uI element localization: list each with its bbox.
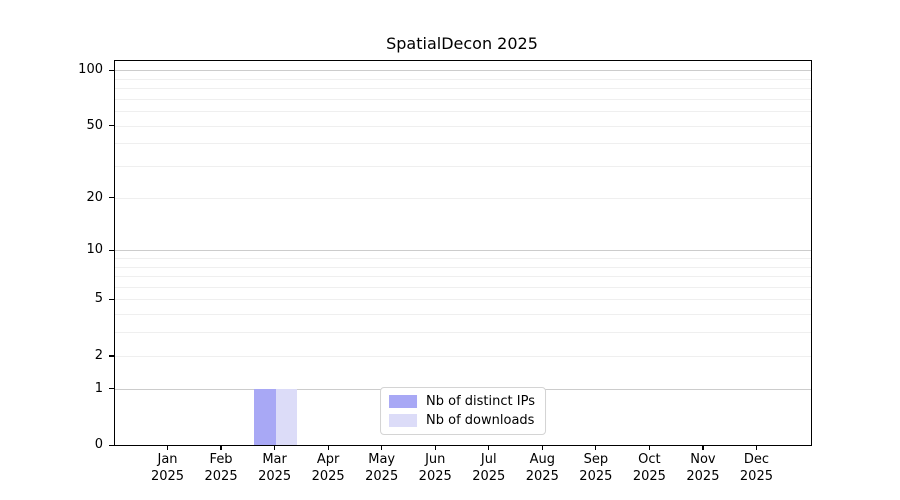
gridline-minor-3 xyxy=(115,332,811,334)
gridline-minor-80 xyxy=(115,88,811,90)
gridline-minor-90 xyxy=(115,78,811,80)
x-tick-label: Nov 2025 xyxy=(671,451,735,485)
x-tick-year: 2025 xyxy=(739,469,773,484)
gridline-minor-5 xyxy=(115,299,811,301)
x-tick-label: Jul 2025 xyxy=(457,451,521,485)
bar-nb-of-downloads-mar-2025 xyxy=(275,388,298,445)
gridline-minor-40 xyxy=(115,143,811,145)
x-tick-year: 2025 xyxy=(632,469,666,484)
x-tick-mark-nov xyxy=(702,445,704,450)
y-tick-mark-100 xyxy=(109,69,114,71)
y-tick-mark-5 xyxy=(109,299,114,301)
x-tick-year: 2025 xyxy=(579,469,613,484)
plot-area: Nb of distinct IPs Nb of downloads xyxy=(114,60,812,446)
x-tick-label: Mar 2025 xyxy=(243,451,307,485)
x-tick-year: 2025 xyxy=(150,469,185,484)
y-tick-mark-10 xyxy=(109,249,114,251)
gridline-major-100 xyxy=(115,70,811,72)
y-tick-label: 5 xyxy=(94,291,103,307)
x-tick-mark-sep xyxy=(595,445,597,450)
gridline-minor-70 xyxy=(115,98,811,100)
x-tick-mark-mar xyxy=(274,445,276,450)
x-tick-month: Nov xyxy=(690,452,716,467)
legend-label: Nb of distinct IPs xyxy=(426,394,535,409)
x-tick-label: Jun 2025 xyxy=(403,451,467,485)
gridline-minor-4 xyxy=(115,314,811,316)
gridline-minor-9 xyxy=(115,257,811,259)
y-axis: 0 1 2 5 10 20 50 100 xyxy=(0,60,114,452)
x-tick-label: Feb 2025 xyxy=(189,451,253,485)
bar-nb-of-distinct-ips-mar-2025 xyxy=(254,388,276,445)
chart-title: SpatialDecon 2025 xyxy=(386,34,538,53)
y-tick-mark-2 xyxy=(109,355,114,357)
y-tick-mark-50 xyxy=(109,125,114,127)
legend-item-nb-of-downloads: Nb of downloads xyxy=(389,413,535,428)
x-tick-year: 2025 xyxy=(258,469,292,484)
y-tick-label: 20 xyxy=(86,189,103,205)
x-tick-mark-jul xyxy=(488,445,490,450)
y-tick-mark-1 xyxy=(109,388,114,390)
y-tick-label: 50 xyxy=(86,117,103,133)
legend-label: Nb of downloads xyxy=(426,413,535,428)
gridline-minor-50 xyxy=(115,125,811,127)
x-tick-label: Apr 2025 xyxy=(296,451,360,485)
x-tick-mark-jan xyxy=(166,445,169,450)
y-tick-label: 1 xyxy=(94,380,103,396)
x-tick-mark-feb xyxy=(220,445,222,450)
x-tick-label: Jan 2025 xyxy=(136,451,200,485)
gridline-minor-20 xyxy=(115,197,811,199)
x-tick-year: 2025 xyxy=(365,469,399,484)
x-tick-label: Aug 2025 xyxy=(510,451,574,485)
x-tick-year: 2025 xyxy=(204,469,238,484)
x-tick-mark-oct xyxy=(648,445,650,450)
x-tick-year: 2025 xyxy=(525,469,559,484)
gridline-minor-30 xyxy=(115,166,811,168)
y-tick-label: 0 xyxy=(94,437,103,452)
y-tick-label: 10 xyxy=(86,242,103,258)
x-tick-mark-may xyxy=(381,445,383,450)
gridline-minor-7 xyxy=(115,276,811,278)
x-tick-month: Jun xyxy=(425,452,446,467)
x-tick-month: Mar xyxy=(262,452,287,467)
x-tick-label: May 2025 xyxy=(350,451,414,485)
x-tick-month: Dec xyxy=(743,452,770,467)
x-tick-month: Oct xyxy=(638,452,661,467)
x-tick-label: Dec 2025 xyxy=(724,451,788,485)
gridline-minor-60 xyxy=(115,111,811,113)
gridline-minor-8 xyxy=(115,266,811,268)
gridline-minor-2 xyxy=(115,355,811,357)
x-tick-month: Apr xyxy=(316,452,340,467)
x-tick-month: Aug xyxy=(529,452,555,467)
y-tick-label: 2 xyxy=(94,347,103,363)
x-tick-month: Feb xyxy=(209,452,233,467)
x-tick-label: Sep 2025 xyxy=(564,451,628,485)
x-tick-year: 2025 xyxy=(311,469,345,484)
y-tick-mark-0 xyxy=(109,444,114,446)
y-tick-label: 100 xyxy=(78,62,103,78)
y-tick-mark-20 xyxy=(109,197,114,199)
x-tick-year: 2025 xyxy=(472,469,506,484)
x-tick-month: Jul xyxy=(480,452,497,467)
x-tick-mark-dec xyxy=(755,445,758,450)
gridline-minor-6 xyxy=(115,286,811,288)
x-axis: Jan 2025 Feb 2025 Mar 2025 Apr 2025 May 2025 Jun 20… xyxy=(114,445,810,500)
x-tick-mark-apr xyxy=(327,445,329,450)
x-tick-label: Oct 2025 xyxy=(617,451,681,485)
x-tick-mark-jun xyxy=(434,445,436,450)
x-tick-year: 2025 xyxy=(418,469,452,484)
x-tick-month: May xyxy=(368,452,396,467)
x-tick-month: Sep xyxy=(583,452,609,467)
legend: Nb of distinct IPs Nb of downloads xyxy=(380,387,546,435)
x-tick-month: Jan xyxy=(157,452,178,467)
x-tick-mark-aug xyxy=(541,445,543,450)
gridline-major-10 xyxy=(115,250,811,252)
legend-item-nb-of-distinct-ips: Nb of distinct IPs xyxy=(389,394,535,409)
x-tick-year: 2025 xyxy=(686,469,720,484)
legend-swatch-nb-of-distinct-ips xyxy=(389,395,418,408)
legend-swatch-nb-of-downloads xyxy=(389,414,418,427)
